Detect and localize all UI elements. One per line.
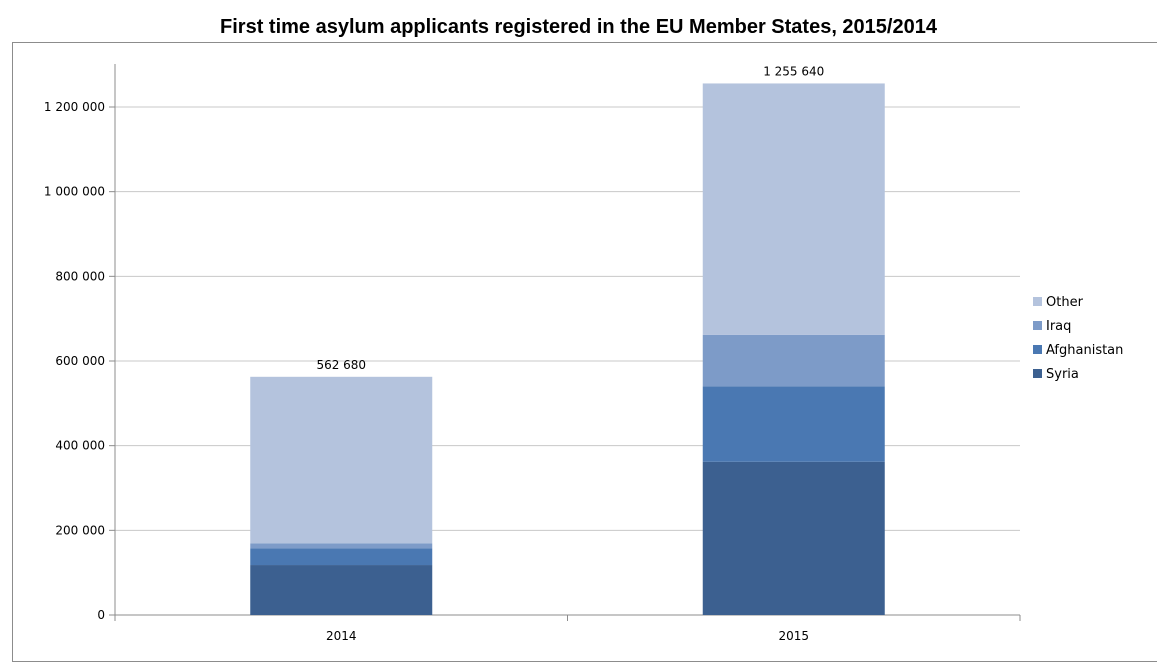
legend-swatch-other: [1033, 297, 1042, 306]
legend-swatch-syria: [1033, 369, 1042, 378]
total-label: 562 680: [316, 358, 366, 372]
bar-other-2015: [702, 83, 885, 335]
y-tick-label: 800 000: [55, 269, 105, 283]
y-tick-label: 1 000 000: [44, 185, 105, 199]
x-tick-label: 2014: [326, 629, 357, 643]
x-tick-label: 2015: [778, 629, 809, 643]
legend-swatch-afghanistan: [1033, 345, 1042, 354]
y-tick-label: 400 000: [55, 439, 105, 453]
legend-label-afghanistan: Afghanistan: [1046, 343, 1123, 358]
bar-afghanistan-2014: [250, 548, 433, 566]
bar-syria-2014: [250, 565, 433, 615]
bar-iraq-2015: [702, 334, 885, 387]
y-tick-label: 200 000: [55, 523, 105, 537]
legend-label-iraq: Iraq: [1046, 319, 1071, 334]
legend-label-syria: Syria: [1046, 367, 1079, 382]
total-label: 1 255 640: [763, 64, 824, 78]
y-tick-label: 600 000: [55, 354, 105, 368]
chart-title: First time asylum applicants registered …: [220, 16, 937, 38]
bar-other-2014: [250, 376, 433, 544]
bar-iraq-2014: [250, 543, 433, 549]
bar-afghanistan-2015: [702, 386, 885, 462]
y-tick-label: 0: [97, 608, 105, 622]
legend-label-other: Other: [1046, 295, 1084, 310]
legend-swatch-iraq: [1033, 321, 1042, 330]
y-tick-label: 1 200 000: [44, 100, 105, 114]
bar-syria-2015: [702, 461, 885, 615]
